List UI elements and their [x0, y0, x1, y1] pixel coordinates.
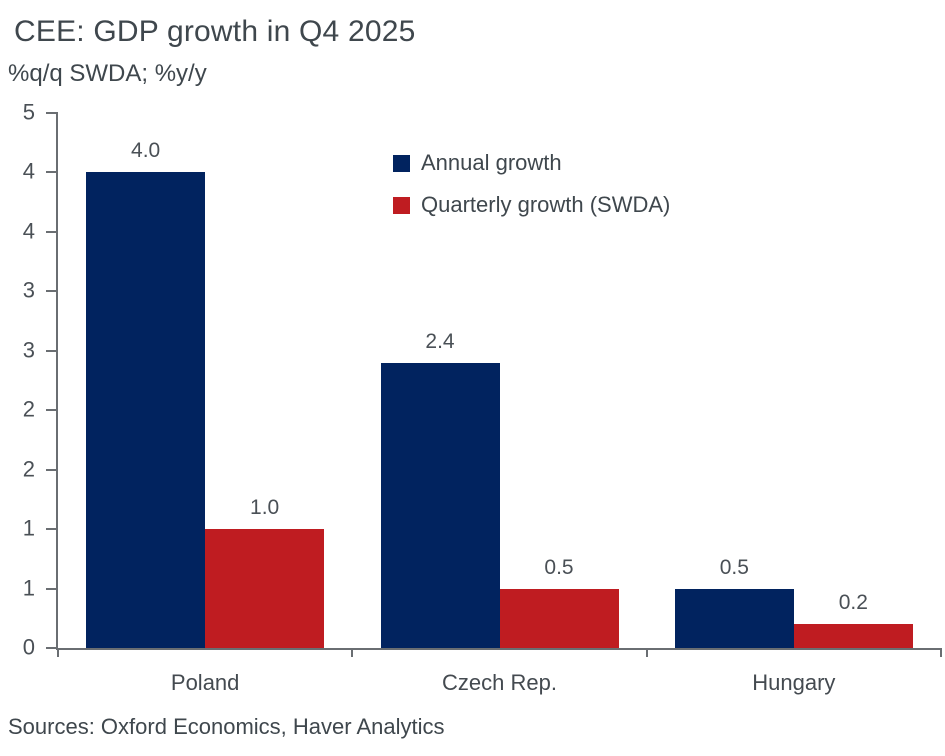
y-tick [46, 587, 58, 590]
y-tick-label: 4 [22, 218, 35, 244]
bar-quarterly-growth-swda-poland [205, 529, 325, 648]
bar-annual-growth-poland [86, 172, 206, 648]
plot-area: 0 1 1 2 2 3 3 4 4 5 4.0 2.4 0.5 1.0 0.5 0.2 Poland Czec… [23, 99, 942, 695]
y-tick-label: 2 [22, 396, 35, 422]
y-tick-label: 1 [22, 575, 35, 601]
y-tick [46, 349, 58, 352]
y-tick-label: 3 [22, 337, 35, 363]
y-tick-label: 2 [22, 456, 35, 482]
bar-value-label: 0.5 [544, 555, 574, 579]
legend: Annual growth Quarterly growth (SWDA) [393, 150, 670, 218]
y-tick [46, 230, 58, 233]
annual-growth-swatch-icon [393, 154, 410, 172]
y-tick [46, 409, 58, 412]
x-category-label-czech-rep: Czech Rep. [442, 670, 557, 695]
x-category-label-hungary: Hungary [752, 670, 836, 695]
y-tick [46, 290, 58, 293]
chart-title: CEE: GDP growth in Q4 2025 [14, 15, 416, 48]
source-note: Sources: Oxford Economics, Haver Analyti… [8, 714, 445, 739]
bar-annual-growth-hungary [674, 588, 794, 648]
y-tick [46, 171, 58, 174]
y-axis-line [56, 112, 58, 650]
bar-annual-growth-czech-rep [380, 362, 500, 648]
legend-label: Annual growth [421, 150, 562, 175]
y-tick-label: 3 [22, 277, 35, 303]
y-tick [46, 647, 58, 649]
bar-value-label: 4.0 [131, 139, 161, 163]
x-tick [57, 648, 59, 657]
bar-value-label: 1.0 [250, 496, 280, 520]
x-category-label-poland: Poland [170, 670, 240, 695]
y-tick-label: 1 [22, 515, 35, 541]
x-axis-line [56, 648, 941, 650]
y-tick [46, 528, 58, 531]
y-tick-label: 0 [22, 634, 35, 660]
quarterly-growth-swatch-icon [393, 196, 410, 214]
legend-label: Quarterly growth (SWDA) [421, 192, 671, 217]
x-tick [940, 648, 942, 657]
x-tick [351, 648, 354, 657]
y-tick-label: 5 [22, 99, 35, 125]
legend-item-annual-growth: Annual growth [393, 150, 670, 176]
bar-value-label: 0.5 [719, 555, 749, 579]
bar-value-label: 2.4 [425, 329, 455, 353]
axis-units-label: %q/q SWDA; %y/y [8, 60, 207, 87]
bar-quarterly-growth-swda-hungary [793, 624, 913, 648]
x-tick [645, 648, 648, 657]
y-tick-label: 4 [22, 158, 35, 184]
y-tick [46, 112, 58, 114]
legend-item-quarterly-growth: Quarterly growth (SWDA) [393, 192, 670, 218]
y-tick [46, 468, 58, 471]
bar-value-label: 0.2 [838, 591, 868, 615]
bar-quarterly-growth-swda-czech-rep [499, 588, 619, 648]
